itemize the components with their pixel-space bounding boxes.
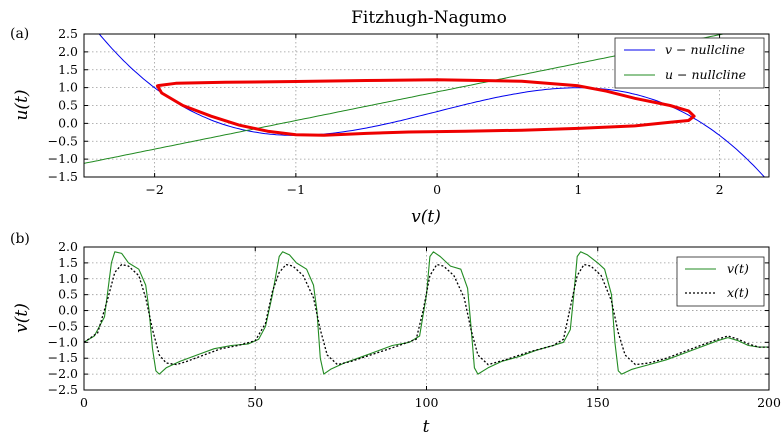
legend-label-x: x(t)	[727, 285, 749, 300]
legend-label-v-nullcline: v − nullcline	[665, 42, 745, 57]
panel-b-ytick-label: 2.0	[58, 239, 78, 254]
panel-a-ytick-label: 1.0	[58, 80, 78, 95]
panel-b-ylabel: v(t)	[12, 303, 32, 333]
panel-a-series	[84, 34, 766, 177]
panel-b-ytick-label: 1.0	[58, 271, 78, 286]
panel-a-xtick-label: 0	[433, 182, 441, 197]
panel-a-legend: v − nullcline u − nullcline	[614, 37, 765, 89]
panel-b-grid	[83, 246, 770, 391]
panel-b-time-series: (b) 0 50 100 150 200 −2.5−2.0−1.5−1.0−0.50.00…	[10, 231, 781, 437]
panel-a-ytick-label: 0.0	[58, 115, 78, 130]
panel-b-ytick-label: 1.5	[58, 255, 78, 270]
panel-b-legend: v(t) x(t)	[676, 256, 765, 307]
panel-b-xtick-label: 0	[80, 395, 88, 410]
panel-a-legend-box	[614, 37, 765, 89]
panel-b-legend-box	[676, 256, 765, 307]
panel-a-label: (a)	[10, 26, 29, 42]
panel-a-ytick-label: −0.5	[48, 133, 78, 148]
panel-a-xlabel: v(t)	[411, 207, 441, 227]
panel-b-ticks: 0 50 100 150 200−2.5−2.0−1.5−1.0−0.50.00.51.…	[48, 239, 781, 410]
panel-b-xtick-label: 150	[586, 395, 610, 410]
panel-b-ytick-label: 0.0	[58, 303, 78, 318]
panel-a-ylabel: u(t)	[12, 89, 32, 120]
chart-title: Fitzhugh-Nagumo	[351, 8, 507, 28]
panel-b-ytick-label: −1.0	[48, 334, 78, 349]
panel-a-xtick-label: 2	[716, 182, 724, 197]
panel-b-ytick-label: −0.5	[48, 318, 78, 333]
panel-b-ytick-label: 0.5	[58, 287, 78, 302]
panel-a-ytick-label: 1.5	[58, 62, 78, 77]
legend-label-u-nullcline: u − nullcline	[665, 67, 746, 82]
panel-a-xtick-label: 1	[574, 182, 582, 197]
panel-b-xtick-label: 200	[757, 395, 781, 410]
panel-b-xtick-label: 100	[415, 395, 439, 410]
panel-a-ytick-label: −1.5	[48, 169, 78, 184]
panel-a-ytick-label: 2.0	[58, 44, 78, 59]
panel-b-ytick-label: −2.0	[48, 366, 78, 381]
panel-b-ytick-label: −2.5	[48, 382, 78, 397]
panel-b-series	[84, 251, 769, 375]
panel-a-xtick-label: −1	[287, 182, 305, 197]
panel-b-label: (b)	[10, 231, 30, 247]
panel-b-ytick-label: −1.5	[48, 350, 78, 365]
limit-cycle-trajectory	[155, 78, 696, 137]
panel-a-ytick-label: 0.5	[58, 98, 78, 113]
panel-a-xtick-label: −2	[145, 182, 163, 197]
panel-b-xtick-label: 50	[247, 395, 263, 410]
panel-a-phase-plot: Fitzhugh-Nagumo (a) −2 −1 0 1 2 −1.5 −1.0 −0.5 0…	[10, 8, 770, 227]
panel-a-ytick-label: −1.0	[48, 151, 78, 166]
panel-a-ticks: −2 −1 0 1 2 −1.5 −1.0 −0.5 0.0 0.5 1.0 1.5 2.0 2.5	[48, 26, 769, 197]
legend-label-v: v(t)	[727, 261, 749, 276]
v-t-series-line	[84, 251, 769, 375]
panel-b-xlabel: t	[423, 417, 430, 437]
panel-a-ytick-label: 2.5	[58, 26, 78, 41]
x-t-series-line	[84, 263, 769, 366]
v-nullcline-curve	[98, 34, 766, 177]
